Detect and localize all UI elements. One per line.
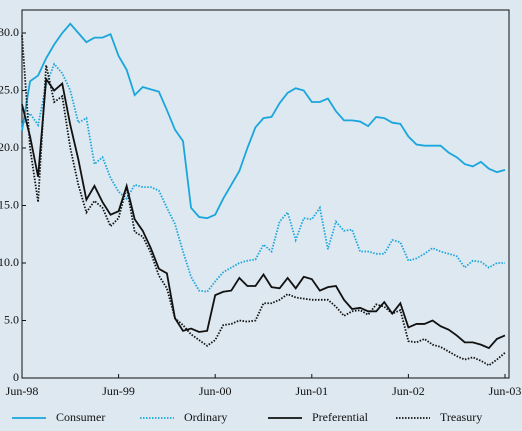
x-tick-label: Jun-98 — [6, 384, 39, 398]
legend-label: Consumer — [56, 410, 105, 424]
series-line — [21, 62, 505, 293]
plot-frame — [21, 9, 510, 379]
y-tick-label: 30.0 — [0, 25, 19, 39]
y-tick-label: 25.0 — [0, 82, 19, 96]
series-line — [21, 35, 506, 367]
legend-label: Treasury — [440, 410, 482, 424]
y-tick-label: 0 — [13, 370, 19, 384]
y-tick-label: 20.0 — [0, 140, 19, 154]
y-tick-label: 5.0 — [4, 312, 19, 326]
y-tick-label: 10.0 — [0, 255, 19, 269]
y-tick-label: 15.0 — [0, 197, 19, 211]
x-tick-label: Jun-00 — [199, 384, 232, 398]
legend-label: Ordinary — [184, 410, 227, 424]
x-tick-label: Jun-03 — [489, 384, 522, 398]
x-tick-label: Jun-99 — [102, 384, 135, 398]
series-line — [21, 22, 506, 220]
legend-label: Preferential — [312, 410, 369, 424]
series-line — [21, 76, 506, 350]
x-tick-label: Jun-02 — [392, 384, 425, 398]
x-tick-label: Jun-01 — [295, 384, 328, 398]
